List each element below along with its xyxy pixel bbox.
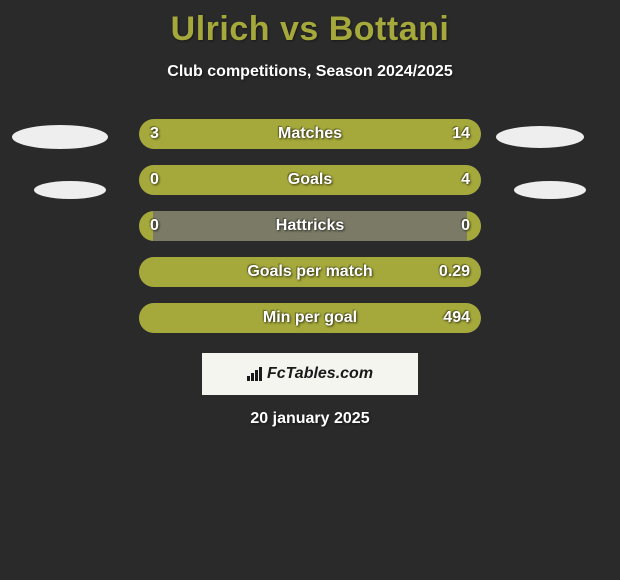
bar-fill-left	[139, 303, 153, 333]
metric-label: Min per goal	[263, 303, 357, 333]
bar-fill-left	[139, 257, 153, 287]
metric-label: Hattricks	[276, 211, 344, 241]
value-right: 494	[443, 303, 470, 333]
player-marker-right	[514, 181, 586, 199]
subtitle: Club competitions, Season 2024/2025	[0, 63, 620, 81]
stat-row: 494 Min per goal	[0, 295, 620, 341]
stat-row: 0.29 Goals per match	[0, 249, 620, 295]
date-label: 20 january 2025	[250, 410, 369, 428]
brand-badge: FcTables.com	[202, 353, 418, 395]
brand-text: FcTables.com	[267, 365, 373, 383]
metric-label: Goals	[288, 165, 332, 195]
metric-label: Matches	[278, 119, 342, 149]
bar-fill-left	[139, 119, 199, 149]
value-left: 3	[150, 119, 159, 149]
page-title: Ulrich vs Bottani	[0, 0, 620, 49]
metric-label: Goals per match	[247, 257, 372, 287]
value-right: 0	[461, 211, 470, 241]
value-left: 0	[150, 211, 159, 241]
chart-icon	[247, 367, 263, 381]
value-right: 14	[452, 119, 470, 149]
stat-row: 0 0 Hattricks	[0, 203, 620, 249]
player-marker-left	[34, 181, 106, 199]
value-left: 0	[150, 165, 159, 195]
value-right: 0.29	[439, 257, 470, 287]
player-marker-right	[496, 126, 584, 148]
player-marker-left	[12, 125, 108, 149]
value-right: 4	[461, 165, 470, 195]
